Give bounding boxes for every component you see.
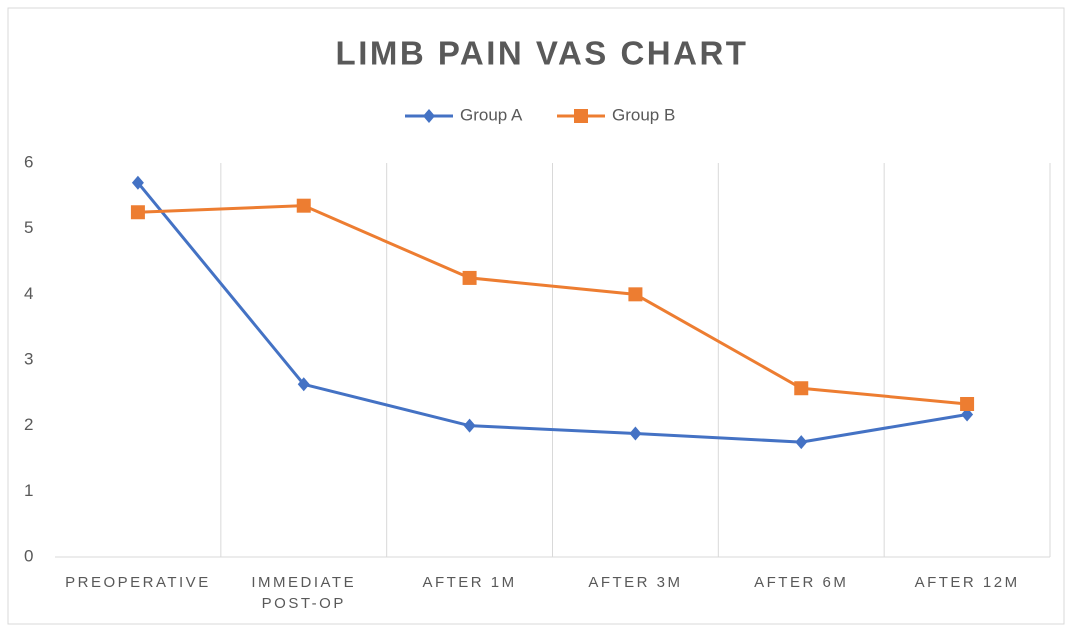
x-tick-label: AFTER 12M <box>914 574 1020 591</box>
data-point <box>961 407 974 422</box>
legend-marker <box>574 109 588 123</box>
chart-title: LIMB PAIN VAS CHART <box>336 35 749 72</box>
y-tick-label: 5 <box>24 218 33 237</box>
series-line <box>136 181 968 444</box>
data-point <box>131 175 144 190</box>
data-point <box>297 377 310 392</box>
y-tick-label: 2 <box>24 415 33 434</box>
legend-label: Group B <box>612 105 675 124</box>
data-point <box>463 418 476 433</box>
data-point <box>960 396 975 411</box>
data-point <box>629 426 642 441</box>
y-tick-label: 1 <box>24 481 33 500</box>
legend-marker <box>423 109 435 123</box>
x-tick-label: AFTER 1M <box>422 574 517 591</box>
data-point <box>628 287 643 302</box>
series-line <box>137 204 968 406</box>
x-tick-label: PREOPERATIVE <box>65 574 211 591</box>
y-tick-label: 4 <box>24 284 33 303</box>
data-point <box>130 205 145 220</box>
data-point <box>795 435 808 450</box>
data-point <box>462 270 477 285</box>
x-tick-label: AFTER 3M <box>588 574 683 591</box>
y-tick-label: 6 <box>24 152 33 171</box>
x-tick-label: IMMEDIATE POST-OP <box>251 574 357 612</box>
data-point <box>296 198 311 213</box>
chart-border <box>7 7 1065 625</box>
legend-label: Group A <box>460 105 523 124</box>
y-tick-label: 3 <box>24 349 33 368</box>
data-point <box>794 381 809 396</box>
x-tick-label: AFTER 6M <box>754 574 849 591</box>
y-tick-label: 0 <box>24 546 33 565</box>
